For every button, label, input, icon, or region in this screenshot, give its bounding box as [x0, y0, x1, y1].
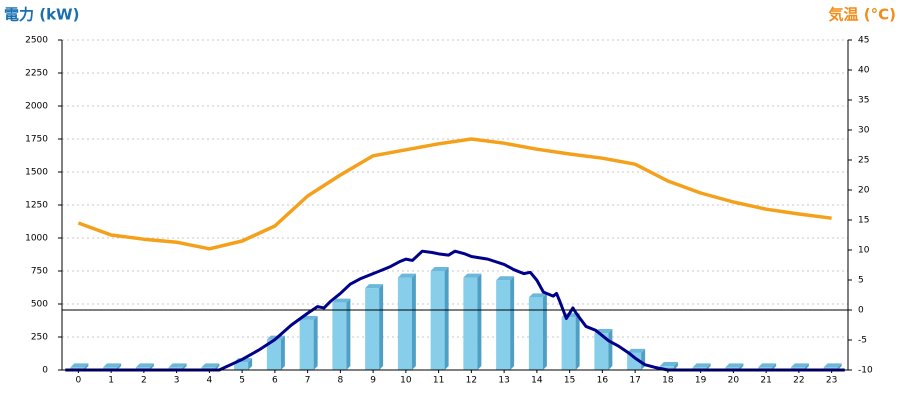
- line: [65, 251, 844, 370]
- y2-tick-label: 20: [858, 186, 870, 196]
- bar-side: [379, 284, 383, 370]
- y-tick-label: 1750: [25, 135, 48, 145]
- bar-side: [281, 336, 285, 370]
- x-tick-label: 22: [793, 376, 804, 386]
- x-tick-label: 19: [695, 376, 707, 386]
- bar-side: [314, 316, 318, 370]
- y-tick-label: 2500: [25, 36, 48, 46]
- bar-side: [412, 274, 416, 370]
- y-tick-label: 1250: [25, 201, 48, 211]
- y2-tick-label: 45: [858, 36, 869, 46]
- x-tick-label: 0: [76, 376, 82, 386]
- bar: [431, 271, 445, 370]
- x-tick-label: 11: [433, 376, 444, 386]
- bar: [332, 303, 346, 370]
- y-tick-label: 1000: [25, 234, 48, 244]
- x-tick-label: 13: [498, 376, 509, 386]
- x-tick-label: 10: [400, 376, 412, 386]
- bar: [562, 317, 576, 370]
- y2-tick-label: 25: [858, 156, 869, 166]
- y2-tick-label: 15: [858, 216, 869, 226]
- y-tick-label: 1500: [25, 168, 48, 178]
- bar: [365, 288, 379, 370]
- x-tick-label: 4: [207, 376, 213, 386]
- y2-tick-label: 35: [858, 96, 869, 106]
- x-tick-label: 17: [629, 376, 640, 386]
- x-tick-label: 1: [108, 376, 114, 386]
- x-tick-label: 9: [370, 376, 376, 386]
- bar: [398, 278, 412, 370]
- x-tick-label: 16: [597, 376, 609, 386]
- x-tick-label: 14: [531, 376, 543, 386]
- x-tick-label: 2: [141, 376, 147, 386]
- bar-side: [576, 313, 580, 370]
- x-tick-label: 20: [728, 376, 740, 386]
- x-tick-label: 3: [174, 376, 180, 386]
- bar: [463, 278, 477, 370]
- bar: [300, 320, 314, 370]
- bar-side: [346, 299, 350, 370]
- y-tick-label: 750: [31, 267, 48, 277]
- x-tick-label: 12: [466, 376, 477, 386]
- x-tick-label: 8: [338, 376, 344, 386]
- bar-side: [477, 274, 481, 370]
- y2-tick-label: 30: [858, 126, 870, 136]
- line: [78, 139, 831, 249]
- chart: 電力 (kW) 気温 (°C) 025050075010001250150017…: [0, 0, 900, 400]
- y-tick-label: 2000: [25, 102, 48, 112]
- y-tick-label: 250: [31, 333, 48, 343]
- y2-axis-title: 気温 (°C): [829, 6, 896, 24]
- y-tick-label: 0: [42, 366, 48, 376]
- bar-side: [510, 276, 514, 370]
- y2-tick-label: 10: [858, 246, 870, 256]
- x-tick-label: 21: [760, 376, 771, 386]
- x-tick-label: 6: [272, 376, 278, 386]
- x-tick-label: 15: [564, 376, 575, 386]
- x-tick-label: 23: [826, 376, 837, 386]
- y-axis-title: 電力 (kW): [4, 6, 79, 24]
- x-tick-label: 7: [305, 376, 311, 386]
- y2-tick-label: 0: [858, 306, 864, 316]
- x-tick-label: 5: [239, 376, 245, 386]
- y-tick-label: 500: [31, 300, 48, 310]
- y2-tick-label: -10: [858, 366, 873, 376]
- bar-side: [445, 267, 449, 370]
- y-tick-label: 2250: [25, 69, 48, 79]
- bar: [496, 280, 510, 370]
- bar-side: [608, 329, 612, 370]
- x-tick-label: 18: [662, 376, 674, 386]
- y2-tick-label: 5: [858, 276, 864, 286]
- bar-side: [543, 293, 547, 370]
- y2-tick-label: -5: [858, 336, 867, 346]
- y2-tick-label: 40: [858, 66, 870, 76]
- bar: [529, 297, 543, 370]
